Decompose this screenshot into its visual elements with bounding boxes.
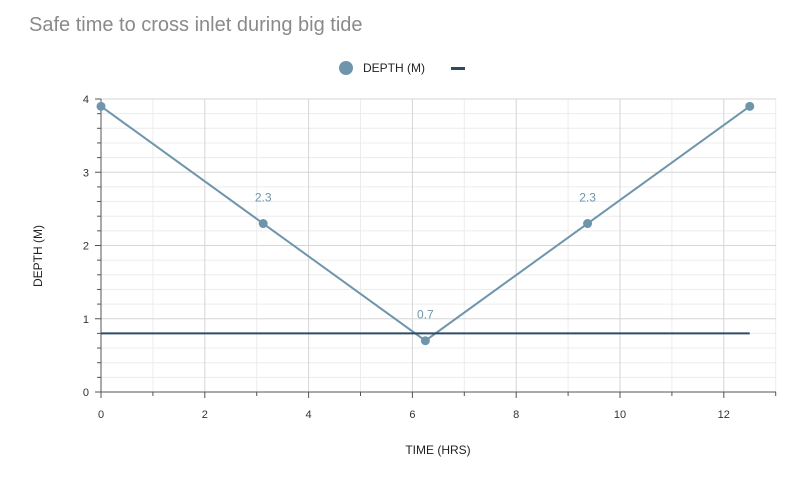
data-label: 2.3 xyxy=(579,191,596,205)
data-point xyxy=(583,219,593,229)
data-label: 2.3 xyxy=(255,191,272,205)
x-tick-label: 8 xyxy=(513,409,519,421)
x-tick-label: 6 xyxy=(409,409,415,421)
data-point xyxy=(96,101,106,111)
legend-label-depth: DEPTH (M) xyxy=(363,61,425,75)
data-label: 0.7 xyxy=(417,308,434,322)
chart-title: Safe time to cross inlet during big tide xyxy=(29,14,363,36)
data-point xyxy=(745,101,755,111)
y-tick-label: 1 xyxy=(83,314,89,326)
data-point xyxy=(258,219,268,229)
x-axis-title: TIME (HRS) xyxy=(405,443,470,457)
y-tick-label: 4 xyxy=(83,94,89,106)
x-tick-label: 4 xyxy=(306,409,312,421)
legend-marker-threshold xyxy=(451,66,465,70)
legend-item-depth[interactable]: DEPTH (M) xyxy=(339,58,425,78)
chart-legend: DEPTH (M) xyxy=(0,58,800,78)
y-tick-label: 3 xyxy=(83,167,89,179)
legend-marker-depth xyxy=(339,61,353,75)
legend-item-threshold[interactable] xyxy=(451,58,465,78)
x-tick-label: 2 xyxy=(202,409,208,421)
y-axis-title: DEPTH (M) xyxy=(31,225,45,287)
y-tick-label: 2 xyxy=(83,241,89,253)
x-tick-label: 12 xyxy=(718,409,730,421)
y-tick-label: 0 xyxy=(83,387,89,399)
x-tick-label: 10 xyxy=(614,409,626,421)
x-tick-label: 0 xyxy=(98,409,104,421)
data-point xyxy=(420,336,430,346)
